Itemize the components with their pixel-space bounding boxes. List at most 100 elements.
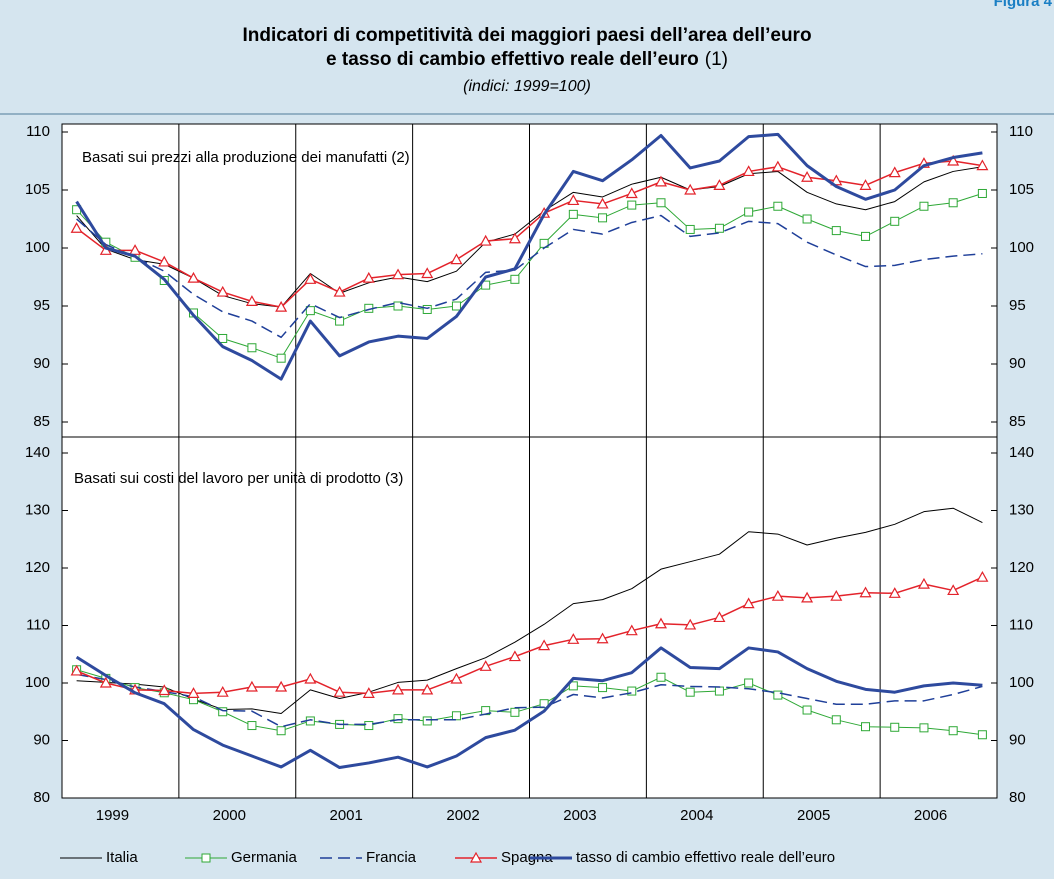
marker-square: [510, 274, 520, 284]
marker-triangle: [333, 685, 346, 697]
marker-triangle: [187, 687, 200, 698]
marker-square: [481, 280, 491, 290]
marker-triangle: [742, 165, 755, 177]
x-tick-label: 2004: [680, 807, 713, 824]
x-tick-label: 2006: [914, 807, 947, 824]
x-tick-label: 2000: [213, 807, 246, 824]
legend-marker: [469, 851, 483, 863]
series-line: [76, 160, 983, 308]
y-tick-label: 105: [25, 181, 50, 198]
y-tick-label: 100: [25, 674, 50, 691]
marker-square: [919, 723, 929, 733]
marker-triangle: [391, 268, 405, 280]
y2-tick-label: 90: [1009, 731, 1026, 748]
x-tick-label: 2001: [330, 807, 363, 824]
marker-triangle: [391, 683, 405, 695]
marker-triangle: [830, 589, 843, 601]
marker-square: [627, 686, 637, 696]
marker-triangle: [976, 159, 989, 171]
marker-square: [218, 333, 228, 343]
marker-triangle: [508, 650, 521, 662]
y2-tick-label: 110: [1009, 123, 1033, 140]
marker-square: [451, 711, 461, 721]
figure-label: Figura 4: [994, 0, 1053, 10]
marker-square: [218, 707, 228, 717]
marker-square: [948, 726, 958, 736]
y2-tick-label: 110: [1009, 616, 1033, 633]
marker-triangle: [801, 591, 814, 603]
marker-square: [422, 716, 432, 726]
marker-triangle: [216, 285, 229, 297]
marker-square: [861, 722, 871, 732]
marker-square: [919, 201, 929, 211]
series-line: [76, 669, 983, 736]
y-tick-label: 100: [25, 239, 50, 256]
marker-triangle: [450, 672, 463, 684]
marker-triangle: [304, 672, 317, 684]
y-tick-label: 95: [33, 297, 50, 314]
y-tick-label: 85: [33, 413, 50, 430]
marker-triangle: [888, 587, 901, 598]
marker-square: [802, 705, 812, 715]
y2-tick-label: 95: [1009, 297, 1026, 314]
legend-label: Germania: [231, 849, 298, 866]
marker-square: [451, 301, 461, 311]
marker-square: [890, 722, 900, 732]
series-line: [75, 132, 983, 381]
marker-triangle: [917, 577, 930, 589]
marker-square: [831, 226, 841, 236]
legend-label: tasso di cambio effettivo reale dell’eur…: [576, 849, 835, 866]
marker-triangle: [888, 166, 901, 178]
marker-square: [247, 721, 257, 731]
y-tick-label: 120: [25, 559, 50, 576]
title-note: (1): [705, 49, 728, 70]
marker-triangle: [129, 244, 142, 255]
marker-triangle: [771, 589, 784, 601]
marker-triangle: [742, 597, 755, 609]
marker-triangle: [801, 171, 814, 182]
marker-triangle: [596, 197, 609, 209]
marker-triangle: [567, 633, 580, 644]
x-tick-label: 2002: [446, 807, 479, 824]
marker-triangle: [713, 611, 726, 623]
marker-triangle: [508, 232, 521, 244]
marker-square: [598, 683, 608, 693]
marker-square: [656, 198, 666, 208]
marker-triangle: [158, 255, 171, 267]
marker-square: [685, 224, 695, 234]
series-line: [76, 193, 983, 359]
marker-square: [276, 726, 286, 736]
marker-triangle: [70, 222, 83, 233]
marker-square: [977, 730, 987, 740]
marker-square: [890, 216, 900, 226]
marker-square: [977, 188, 987, 198]
y2-tick-label: 100: [1009, 239, 1034, 256]
marker-triangle: [654, 617, 668, 629]
marker-triangle: [450, 253, 463, 265]
plots: 85 85 90 90 95 95 100 100 105 105 110 110 Basati sui…: [25, 123, 1034, 824]
marker-square: [422, 304, 432, 314]
marker-triangle: [275, 300, 288, 312]
marker-square: [802, 214, 812, 224]
marker-square: [568, 209, 578, 219]
marker-triangle: [596, 632, 609, 644]
y2-tick-label: 105: [1009, 181, 1034, 198]
marker-triangle: [625, 187, 638, 199]
marker-triangle: [684, 618, 697, 630]
y-tick-label: 130: [25, 501, 50, 518]
y2-tick-label: 120: [1009, 559, 1034, 576]
legend-label: Francia: [366, 849, 417, 866]
marker-square: [627, 200, 637, 210]
marker-square: [393, 714, 403, 724]
marker-square: [656, 672, 666, 682]
y2-tick-label: 85: [1009, 413, 1026, 430]
marker-triangle: [976, 570, 989, 582]
marker-triangle: [158, 684, 171, 696]
y-tick-label: 90: [33, 731, 50, 748]
series-line: [76, 507, 983, 714]
marker-square: [773, 201, 783, 211]
marker-triangle: [654, 175, 668, 187]
y2-tick-label: 140: [1009, 444, 1034, 461]
title-line2-text: e tasso di cambio effettivo reale dell’e…: [326, 49, 699, 70]
